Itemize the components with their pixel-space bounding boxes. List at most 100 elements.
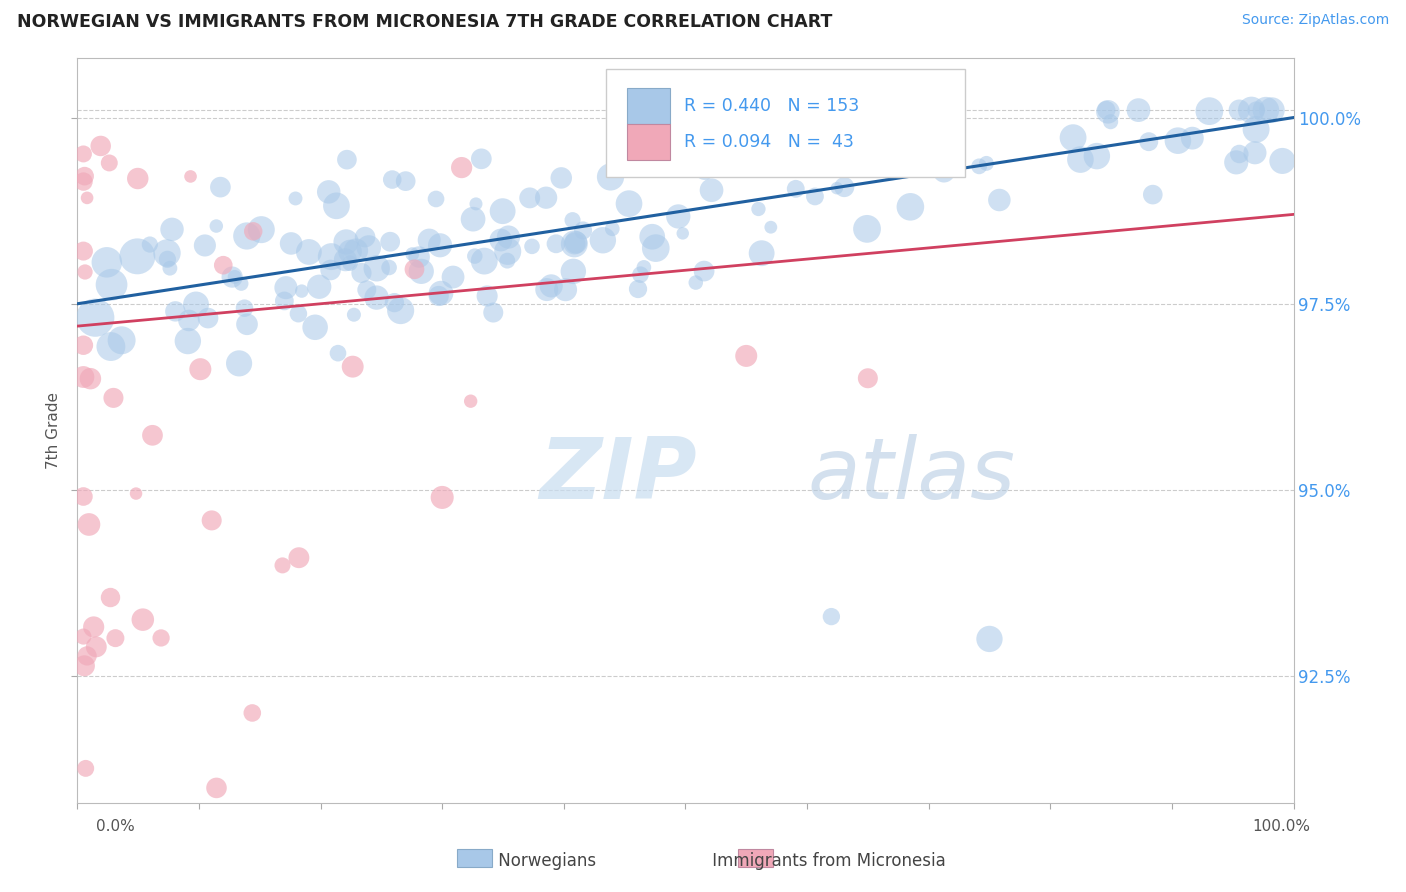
Point: [804, 189, 827, 203]
Point: [693, 264, 716, 278]
Point: [425, 192, 447, 206]
Point: [408, 250, 430, 264]
Point: [1097, 104, 1119, 119]
Point: [672, 227, 695, 241]
Point: [404, 262, 426, 277]
Text: Norwegians: Norwegians: [472, 852, 596, 870]
Point: [159, 261, 181, 276]
Point: [100, 591, 122, 605]
Point: [127, 171, 149, 186]
Point: [900, 200, 922, 214]
Point: [339, 244, 361, 259]
Point: [769, 122, 792, 136]
Point: [427, 289, 450, 303]
Point: [125, 486, 148, 500]
Bar: [457, 849, 492, 867]
Bar: [627, 87, 669, 123]
Point: [284, 191, 307, 205]
Point: [1227, 147, 1250, 161]
Point: [250, 222, 273, 236]
Point: [366, 261, 388, 276]
Point: [465, 197, 488, 211]
Point: [240, 706, 263, 720]
Point: [820, 609, 842, 624]
Point: [326, 346, 349, 360]
Point: [550, 170, 572, 185]
Point: [1271, 153, 1294, 168]
Point: [194, 238, 217, 252]
Point: [475, 289, 498, 303]
Point: [221, 270, 243, 285]
Point: [180, 169, 202, 184]
Point: [132, 613, 155, 627]
Point: [73, 658, 96, 673]
Point: [139, 237, 162, 252]
Point: [336, 153, 359, 167]
Point: [496, 244, 519, 259]
Point: [562, 264, 585, 278]
Point: [72, 338, 94, 352]
Point: [751, 246, 773, 260]
Point: [561, 213, 583, 227]
Text: atlas: atlas: [807, 434, 1015, 516]
Point: [291, 284, 314, 298]
Point: [1181, 131, 1204, 145]
Point: [747, 202, 769, 216]
Point: [319, 263, 342, 277]
Point: [103, 391, 125, 405]
Point: [832, 180, 855, 194]
Point: [929, 103, 952, 117]
Point: [1167, 134, 1189, 148]
Point: [967, 159, 990, 173]
Point: [378, 235, 401, 249]
Point: [1095, 103, 1118, 117]
Point: [280, 236, 302, 251]
Point: [72, 490, 94, 504]
FancyBboxPatch shape: [606, 70, 965, 178]
Point: [197, 311, 219, 326]
Point: [395, 174, 418, 188]
Point: [641, 229, 664, 244]
Point: [464, 249, 486, 263]
Point: [489, 233, 512, 247]
Point: [205, 780, 228, 795]
Point: [536, 283, 558, 297]
Point: [205, 219, 228, 233]
Point: [461, 212, 484, 227]
Point: [693, 162, 716, 177]
Text: NORWEGIAN VS IMMIGRANTS FROM MICRONESIA 7TH GRADE CORRELATION CHART: NORWEGIAN VS IMMIGRANTS FROM MICRONESIA …: [17, 13, 832, 31]
Point: [430, 286, 453, 301]
Point: [534, 191, 557, 205]
Point: [339, 256, 361, 270]
Point: [73, 265, 96, 279]
Point: [617, 196, 640, 211]
Point: [856, 222, 879, 236]
Point: [100, 340, 122, 354]
Point: [378, 260, 401, 275]
Point: [325, 199, 347, 213]
Point: [354, 230, 377, 244]
Point: [224, 269, 246, 284]
Point: [188, 362, 211, 376]
Point: [90, 139, 112, 153]
Point: [231, 277, 253, 291]
Point: [1254, 103, 1277, 117]
Point: [759, 220, 782, 235]
Point: [236, 318, 259, 332]
Point: [233, 301, 256, 315]
Point: [72, 147, 94, 161]
Point: [76, 191, 98, 205]
Point: [411, 264, 433, 278]
Point: [344, 244, 367, 258]
Point: [357, 240, 380, 254]
Point: [104, 631, 127, 645]
Point: [540, 278, 562, 293]
Point: [165, 304, 187, 318]
Point: [450, 161, 472, 175]
Point: [976, 156, 998, 170]
Point: [156, 246, 179, 260]
Point: [685, 276, 707, 290]
Point: [110, 333, 132, 347]
Bar: [738, 849, 773, 867]
Point: [1137, 135, 1160, 149]
